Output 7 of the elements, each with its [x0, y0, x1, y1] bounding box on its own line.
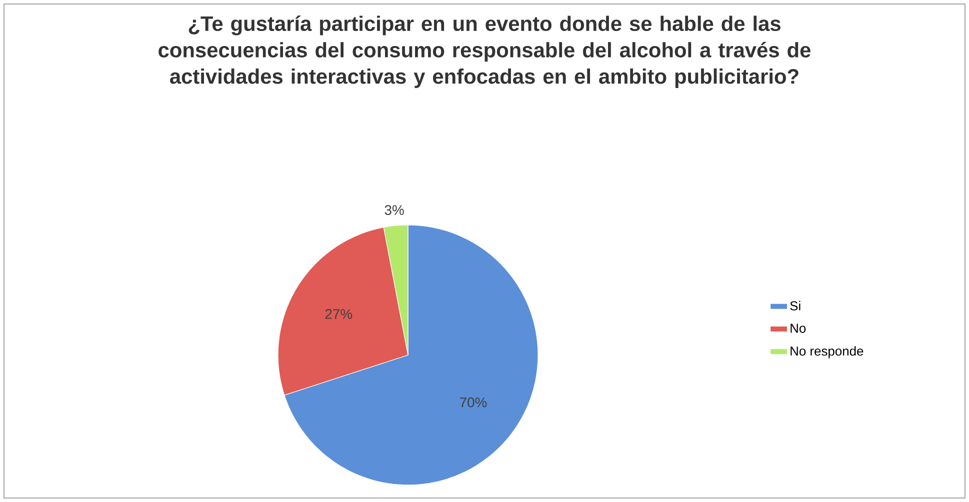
legend-label: No — [790, 324, 806, 333]
chart-title: ¿Te gustaría participar en un evento donde se hable de las consecuencias del consumo responsable del alcohol a través de actividades interactivas y enfocadas en el ambito publicitario? — [158, 16, 810, 88]
data-label: 27% — [325, 309, 352, 319]
data-label: 3% — [384, 205, 404, 215]
legend-label: No responde — [790, 346, 864, 358]
legend-label: Si — [790, 300, 800, 310]
data-label: 70% — [460, 397, 487, 408]
